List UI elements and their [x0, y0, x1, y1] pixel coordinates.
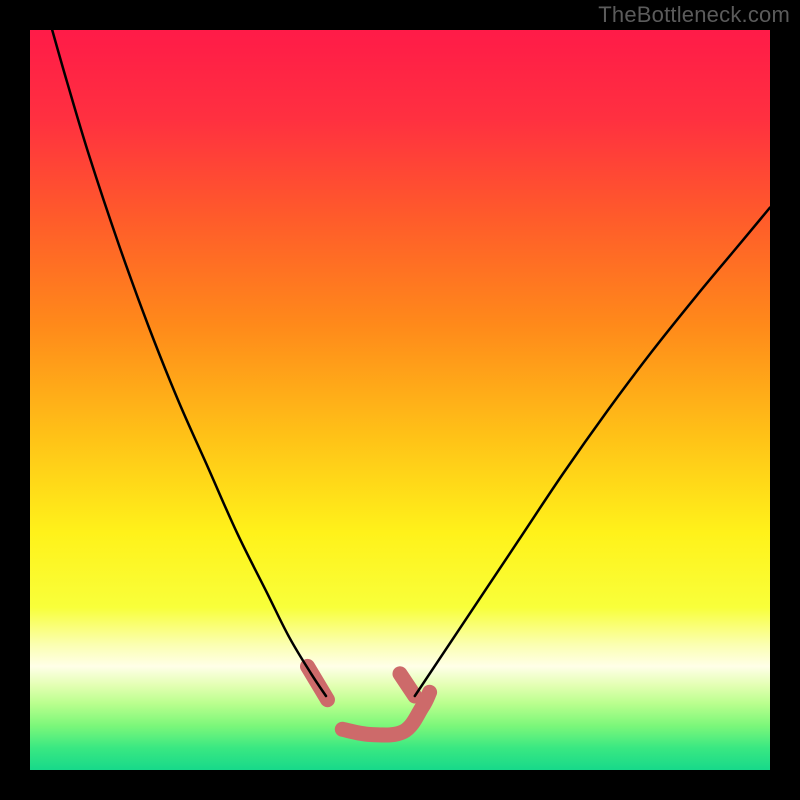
curve-layer — [30, 30, 770, 770]
curve-left — [52, 30, 326, 696]
curve-right — [415, 208, 770, 696]
plot-area — [30, 30, 770, 770]
watermark-label: TheBottleneck.com — [598, 2, 790, 28]
highlight-segment — [400, 674, 415, 696]
chart-frame: TheBottleneck.com — [0, 0, 800, 800]
